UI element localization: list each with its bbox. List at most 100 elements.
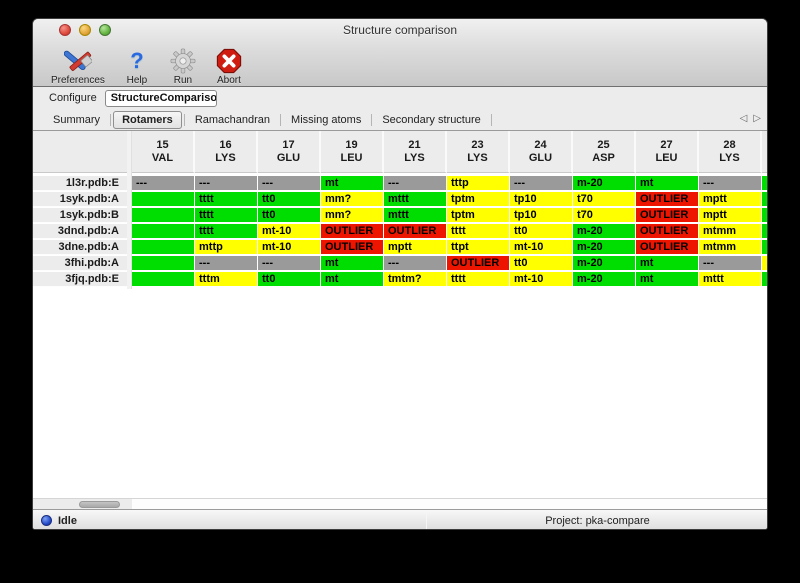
rotamer-cell[interactable]: tptm [447, 192, 510, 207]
rotamer-cell[interactable]: mt [636, 272, 699, 287]
rotamer-cell[interactable]: tttt [447, 272, 510, 287]
toolbar-button-help[interactable]: ? Help [123, 48, 151, 87]
rotamer-cell[interactable]: m-20 [573, 176, 636, 191]
rotamer-cell-overflow[interactable] [762, 208, 767, 223]
rotamer-cell[interactable]: tttm [195, 272, 258, 287]
rotamer-cell[interactable]: mptt [384, 240, 447, 255]
rotamer-cell[interactable]: tttp [447, 176, 510, 191]
tab-prev-arrow-icon[interactable]: ◁ [739, 113, 748, 124]
row-label[interactable]: 3fhi.pdb:A [33, 256, 127, 271]
configure-name-field[interactable]: StructureComparison_1 [104, 89, 217, 107]
tab-missing-atoms[interactable]: Missing atoms [291, 113, 362, 126]
rotamer-cell[interactable]: OUTLIER [321, 224, 384, 239]
rotamer-cell[interactable]: mt-10 [510, 240, 573, 255]
rotamer-cell[interactable]: mt [321, 272, 384, 287]
rotamer-cell[interactable]: mm? [321, 192, 384, 207]
zoom-window-icon[interactable] [99, 24, 111, 36]
title-bar[interactable]: Structure comparison [33, 19, 767, 40]
rotamer-cell[interactable]: tmtm? [384, 272, 447, 287]
rotamer-cell[interactable]: ttpt [447, 240, 510, 255]
rotamer-cell[interactable]: tp10 [510, 192, 573, 207]
rotamer-cell[interactable]: tt0 [258, 192, 321, 207]
rotamer-cell[interactable]: mtmm [699, 240, 762, 255]
row-label[interactable]: 1syk.pdb:B [33, 208, 127, 223]
rotamer-cell[interactable]: t70 [573, 208, 636, 223]
rotamer-cell-overflow[interactable] [762, 240, 767, 255]
rotamer-cell[interactable]: --- [510, 176, 573, 191]
rotamer-cell[interactable]: tttt [447, 224, 510, 239]
rotamer-cell[interactable]: tt0 [510, 224, 573, 239]
rotamer-cell[interactable]: tttt [195, 192, 258, 207]
rotamer-cell[interactable]: tttt [195, 208, 258, 223]
rotamer-cell[interactable]: OUTLIER [321, 240, 384, 255]
rotamer-cell[interactable]: tttt [195, 224, 258, 239]
scrollbar-thumb[interactable] [79, 501, 120, 508]
rotamer-cell[interactable]: --- [195, 256, 258, 271]
rotamer-cell[interactable]: m-20 [573, 256, 636, 271]
rotamer-cell[interactable]: mt-10 [258, 224, 321, 239]
rotamer-cell[interactable]: --- [258, 176, 321, 191]
rotamer-cell[interactable]: --- [699, 176, 762, 191]
rotamer-cell[interactable]: OUTLIER [447, 256, 510, 271]
rotamer-cell[interactable]: --- [195, 176, 258, 191]
rotamer-cell[interactable]: tp10 [510, 208, 573, 223]
rotamer-cell[interactable]: --- [384, 176, 447, 191]
toolbar-button-abort[interactable]: Abort [215, 48, 243, 86]
rotamer-cell[interactable]: t [132, 224, 195, 239]
rotamer-cell[interactable]: mptt [699, 192, 762, 207]
rotamer-cell[interactable]: t [132, 192, 195, 207]
rotamer-cell[interactable]: --- [258, 256, 321, 271]
rotamer-cell[interactable]: mt [636, 256, 699, 271]
rotamer-cell[interactable]: OUTLIER [636, 208, 699, 223]
rotamer-cell[interactable]: --- [699, 256, 762, 271]
rotamer-cell[interactable]: mt [636, 176, 699, 191]
rotamer-cell[interactable]: t70 [573, 192, 636, 207]
toolbar-button-run[interactable]: Run [169, 48, 197, 86]
rotamer-cell[interactable]: m-20 [573, 240, 636, 255]
rotamer-cell[interactable]: mttp [195, 240, 258, 255]
rotamer-cell[interactable]: --- [384, 256, 447, 271]
row-label[interactable]: 3dne.pdb:A [33, 240, 127, 255]
rotamer-cell[interactable]: mt-10 [258, 240, 321, 255]
rotamer-cell[interactable]: tptm [447, 208, 510, 223]
rotamer-cell-overflow[interactable] [762, 192, 767, 207]
tab-next-arrow-icon[interactable]: ▷ [753, 113, 761, 124]
rotamer-cell[interactable]: mttt [384, 192, 447, 207]
row-label[interactable]: 3fjq.pdb:E [33, 272, 127, 287]
rotamer-cell-overflow[interactable] [762, 256, 767, 271]
rotamer-cell[interactable]: t [132, 272, 195, 287]
rotamer-cell[interactable]: mt [321, 176, 384, 191]
toolbar-button-preferences[interactable]: Preferences [51, 48, 105, 86]
tab-secondary-structure[interactable]: Secondary structure [382, 113, 481, 126]
close-window-icon[interactable] [59, 24, 71, 36]
rotamer-cell-overflow[interactable] [762, 272, 767, 287]
row-label[interactable]: 3dnd.pdb:A [33, 224, 127, 239]
rotamer-cell[interactable]: tt0 [258, 208, 321, 223]
rotamer-cell[interactable]: m-20 [573, 272, 636, 287]
row-label[interactable]: 1l3r.pdb:E [33, 176, 127, 191]
tab-ramachandran[interactable]: Ramachandran [194, 113, 271, 126]
tab-rotamers[interactable]: Rotamers [113, 110, 182, 129]
rotamer-cell[interactable]: mt [321, 256, 384, 271]
horizontal-scrollbar[interactable] [33, 498, 767, 509]
rotamer-cell[interactable]: OUTLIER [636, 224, 699, 239]
rotamer-cell[interactable]: tt0 [258, 272, 321, 287]
rotamer-cell[interactable]: mptt [699, 208, 762, 223]
minimize-window-icon[interactable] [79, 24, 91, 36]
rotamer-cell[interactable]: mttt [384, 208, 447, 223]
rotamer-cell[interactable]: tt0 [510, 256, 573, 271]
rotamer-cell[interactable]: --- [132, 176, 195, 191]
rotamer-cell[interactable]: mttt [699, 272, 762, 287]
rotamer-cell[interactable]: m-20 [573, 224, 636, 239]
rotamer-cell[interactable]: t [132, 256, 195, 271]
rotamer-cell[interactable]: t [132, 208, 195, 223]
rotamer-cell[interactable]: OUTLIER [384, 224, 447, 239]
rotamer-cell[interactable]: t [132, 240, 195, 255]
rotamer-cell-overflow[interactable] [762, 176, 767, 191]
rotamer-cell[interactable]: mt-10 [510, 272, 573, 287]
rotamer-cell-overflow[interactable] [762, 224, 767, 239]
rotamer-cell[interactable]: mtmm [699, 224, 762, 239]
rotamer-cell[interactable]: mm? [321, 208, 384, 223]
rotamer-cell[interactable]: OUTLIER [636, 240, 699, 255]
rotamer-cell[interactable]: OUTLIER [636, 192, 699, 207]
